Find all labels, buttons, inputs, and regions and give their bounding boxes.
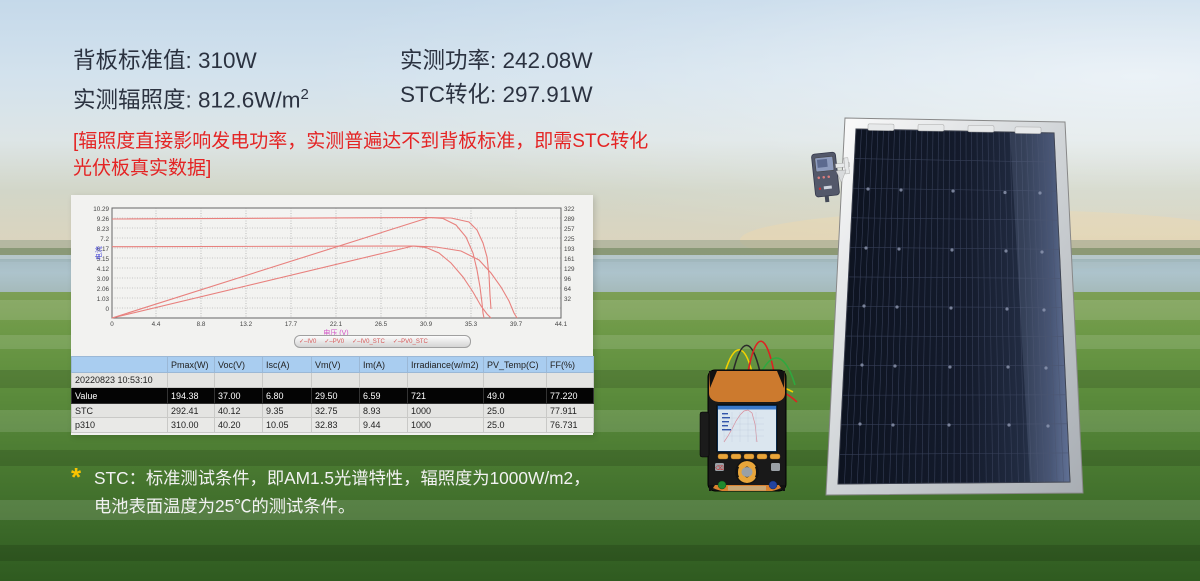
svg-text:⌫: ⌫ bbox=[715, 465, 724, 472]
